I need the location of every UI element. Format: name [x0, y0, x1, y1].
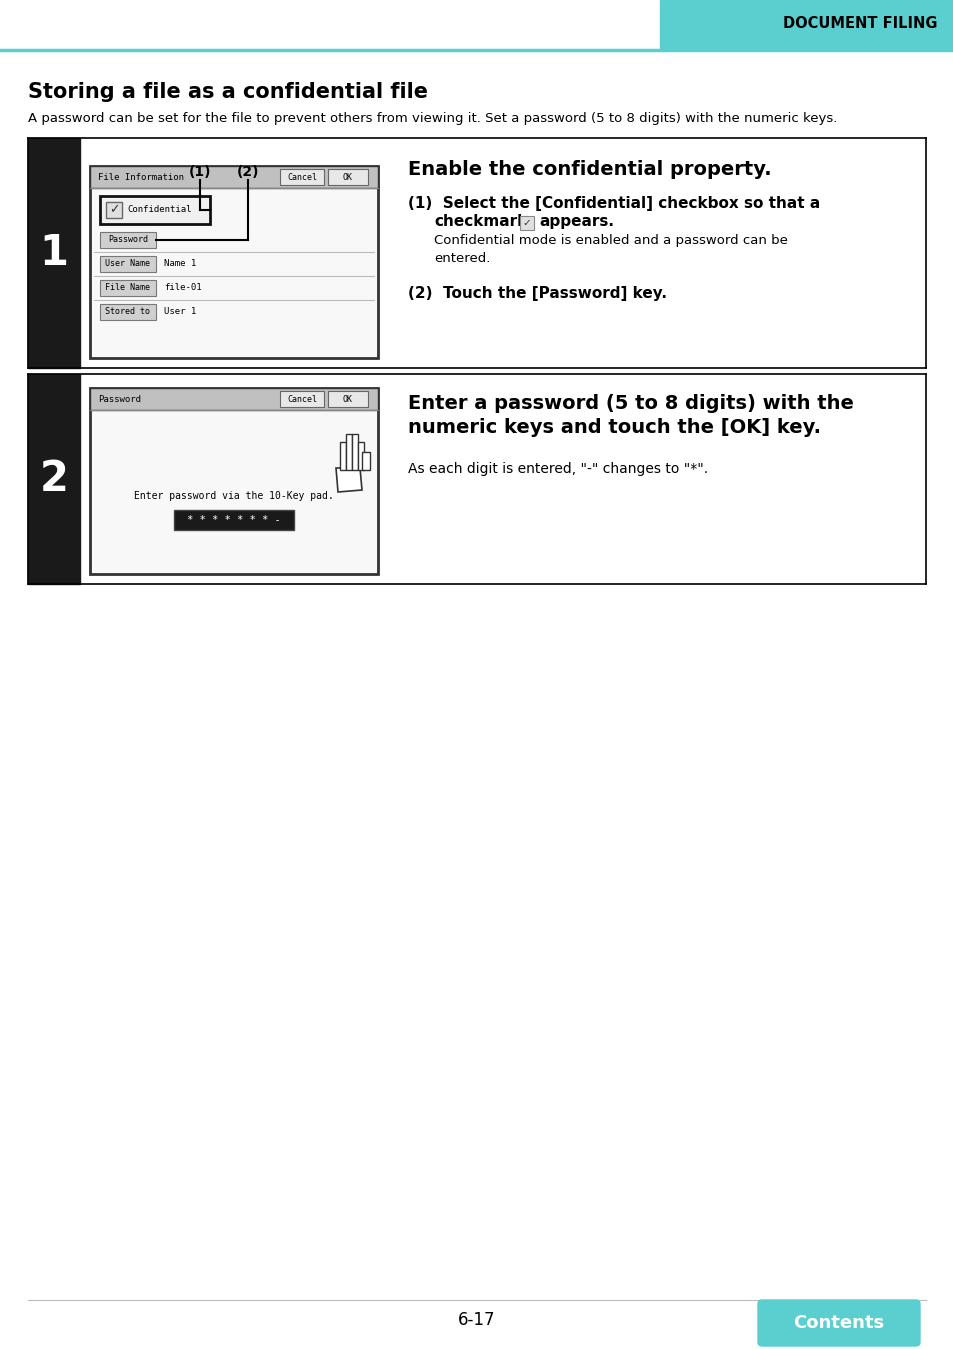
Text: numeric keys and touch the [OK] key.: numeric keys and touch the [OK] key. — [408, 418, 821, 437]
Bar — [173, 510, 294, 531]
Text: Confidential: Confidential — [127, 205, 192, 215]
Bar — [328, 169, 368, 185]
Text: ✓: ✓ — [109, 204, 119, 216]
Text: Password: Password — [98, 394, 141, 404]
Text: DOCUMENT FILING: DOCUMENT FILING — [782, 16, 937, 31]
Text: Cancel: Cancel — [287, 394, 316, 404]
Text: checkmark: checkmark — [434, 215, 527, 230]
Text: File Name: File Name — [106, 284, 151, 293]
Bar — [100, 196, 210, 224]
Text: ✓: ✓ — [522, 217, 531, 228]
Bar — [90, 166, 377, 188]
Bar — [100, 304, 156, 320]
Bar — [100, 279, 156, 296]
Text: Stored to: Stored to — [106, 308, 151, 316]
Bar — [352, 433, 357, 470]
Text: Enable the confidential property.: Enable the confidential property. — [408, 161, 771, 180]
Text: (2): (2) — [236, 165, 259, 180]
Text: (1): (1) — [189, 165, 211, 180]
Text: Cancel: Cancel — [287, 173, 316, 181]
Text: OK: OK — [343, 173, 353, 181]
Text: 1: 1 — [39, 232, 69, 274]
Bar — [80, 138, 925, 369]
Text: User 1: User 1 — [164, 308, 196, 316]
Text: File Information: File Information — [98, 173, 184, 181]
Bar — [90, 387, 377, 574]
Bar — [339, 441, 346, 470]
Text: 6-17: 6-17 — [457, 1311, 496, 1328]
Bar — [106, 202, 122, 217]
Text: As each digit is entered, "-" changes to "*".: As each digit is entered, "-" changes to… — [408, 462, 707, 477]
Bar — [328, 392, 368, 406]
Bar — [80, 374, 925, 585]
FancyBboxPatch shape — [758, 1300, 919, 1346]
Bar — [100, 256, 156, 271]
Text: Confidential mode is enabled and a password can be
entered.: Confidential mode is enabled and a passw… — [434, 234, 787, 265]
Text: 2: 2 — [39, 458, 69, 500]
Bar — [346, 433, 352, 470]
Bar — [357, 441, 364, 470]
Text: Contents: Contents — [793, 1314, 883, 1332]
Text: A password can be set for the file to prevent others from viewing it. Set a pass: A password can be set for the file to pr… — [28, 112, 837, 126]
Bar — [361, 452, 370, 470]
Bar — [280, 392, 324, 406]
Text: (2)  Touch the [Password] key.: (2) Touch the [Password] key. — [408, 286, 666, 301]
Bar — [100, 232, 156, 248]
Bar — [280, 169, 324, 185]
Text: appears.: appears. — [538, 215, 614, 230]
Bar — [28, 138, 80, 369]
Text: Enter password via the 10-Key pad.: Enter password via the 10-Key pad. — [134, 491, 334, 501]
Bar — [519, 216, 534, 230]
Text: Storing a file as a confidential file: Storing a file as a confidential file — [28, 82, 428, 103]
Bar — [90, 166, 377, 358]
Text: Enter a password (5 to 8 digits) with the: Enter a password (5 to 8 digits) with th… — [408, 394, 853, 413]
Text: (1)  Select the [Confidential] checkbox so that a: (1) Select the [Confidential] checkbox s… — [408, 196, 820, 211]
Bar — [90, 387, 377, 410]
Polygon shape — [335, 468, 361, 491]
Text: * * * * * * * -: * * * * * * * - — [187, 514, 280, 525]
Bar — [659, 0, 953, 49]
Text: Password: Password — [108, 235, 148, 244]
Text: OK: OK — [343, 394, 353, 404]
Text: file-01: file-01 — [164, 284, 201, 293]
Bar — [28, 374, 80, 585]
Text: Name 1: Name 1 — [164, 259, 196, 269]
Text: User Name: User Name — [106, 259, 151, 269]
